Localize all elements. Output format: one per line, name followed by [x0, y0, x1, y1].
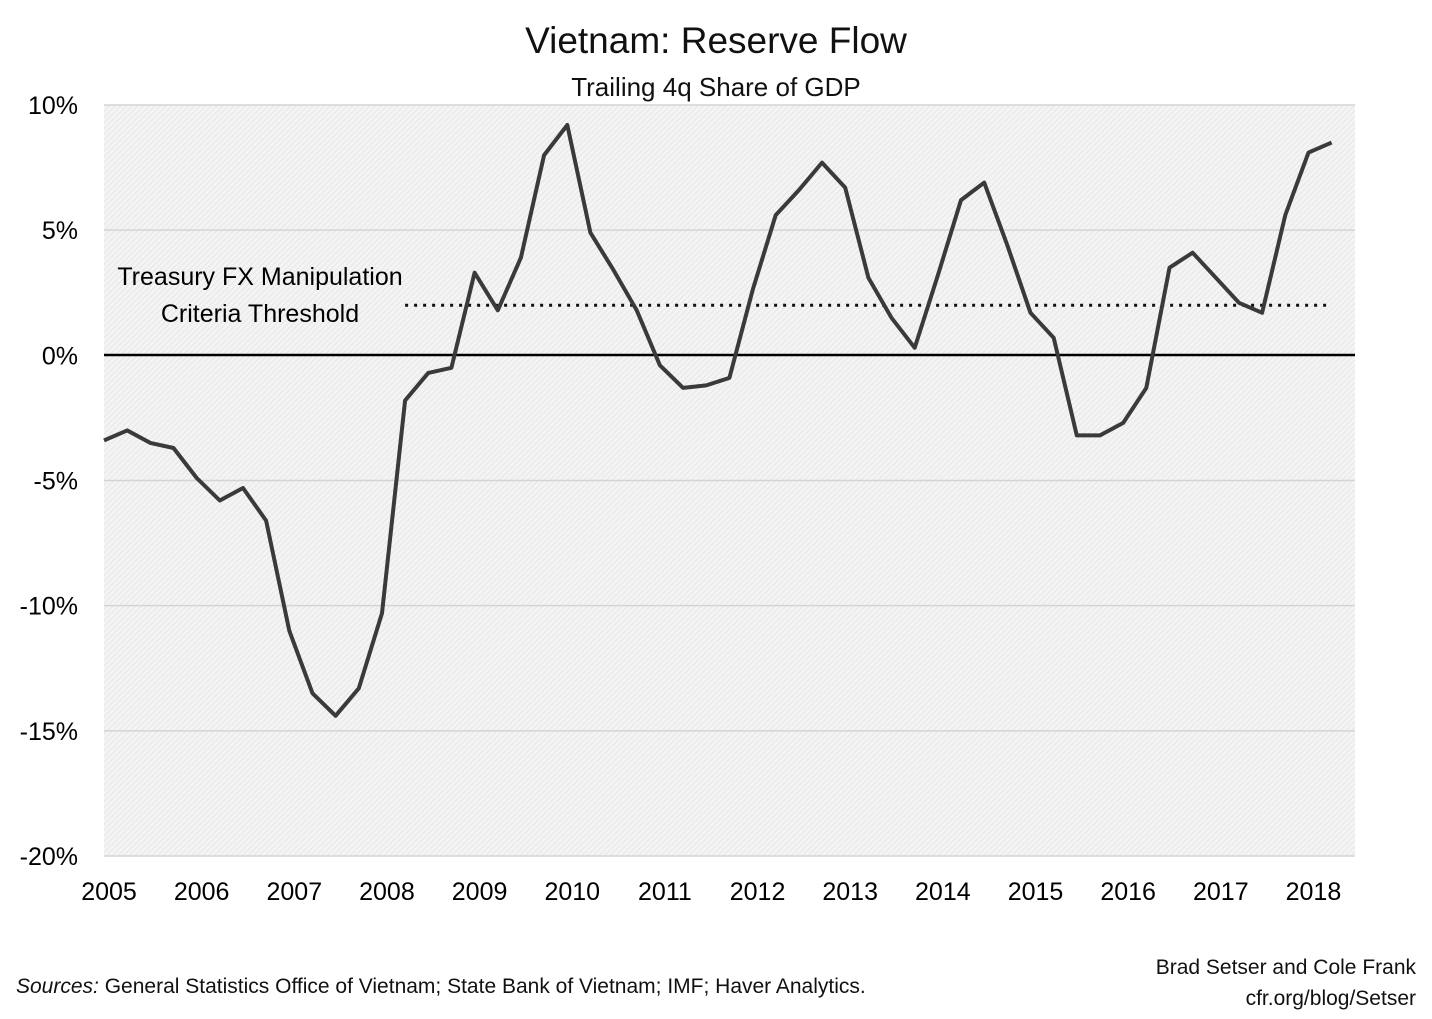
- x-tick-label: 2014: [915, 878, 971, 906]
- x-tick-label: 2013: [822, 878, 878, 906]
- x-tick-label: 2012: [730, 878, 786, 906]
- chart-subtitle: Trailing 4q Share of GDP: [571, 72, 861, 102]
- x-tick-label: 2005: [81, 878, 137, 906]
- x-tick-label: 2011: [638, 878, 692, 906]
- source-text: General Statistics Office of Vietnam; St…: [98, 975, 866, 998]
- credit-url: cfr.org/blog/Setser: [1245, 987, 1416, 1010]
- x-tick-label: 2010: [544, 878, 600, 906]
- threshold-label-line2: Criteria Threshold: [161, 300, 359, 328]
- series-line-reserve-flow: [103, 123, 1333, 718]
- y-tick-label: -10%: [20, 593, 78, 621]
- y-tick-label: -15%: [20, 718, 78, 746]
- source-prefix: Sources:: [16, 975, 99, 998]
- y-tick-label: -5%: [34, 468, 78, 496]
- x-tick-label: 2018: [1286, 878, 1342, 906]
- x-tick-label: 2006: [174, 878, 230, 906]
- y-tick-label: 5%: [42, 217, 78, 245]
- x-tick-label: 2007: [266, 878, 322, 906]
- x-tick-label: 2009: [452, 878, 508, 906]
- y-tick-label: 0%: [42, 342, 78, 370]
- credit-authors: Brad Setser and Cole Frank: [1155, 956, 1416, 979]
- x-tick-label: 2008: [359, 878, 415, 906]
- x-tick-label: 2016: [1100, 878, 1156, 906]
- chart-title: Vietnam: Reserve Flow: [525, 20, 907, 61]
- x-tick-label: 2017: [1193, 878, 1249, 906]
- threshold-label-line1: Treasury FX Manipulation: [117, 263, 402, 291]
- credit: Brad Setser and Cole Frank cfr.org/blog/S…: [1156, 952, 1416, 1014]
- y-tick-label: 10%: [28, 92, 78, 120]
- y-tick-label: -20%: [20, 843, 78, 871]
- source-note: Sources: General Statistics Office of Vi…: [16, 975, 866, 999]
- x-tick-label: 2015: [1008, 878, 1064, 906]
